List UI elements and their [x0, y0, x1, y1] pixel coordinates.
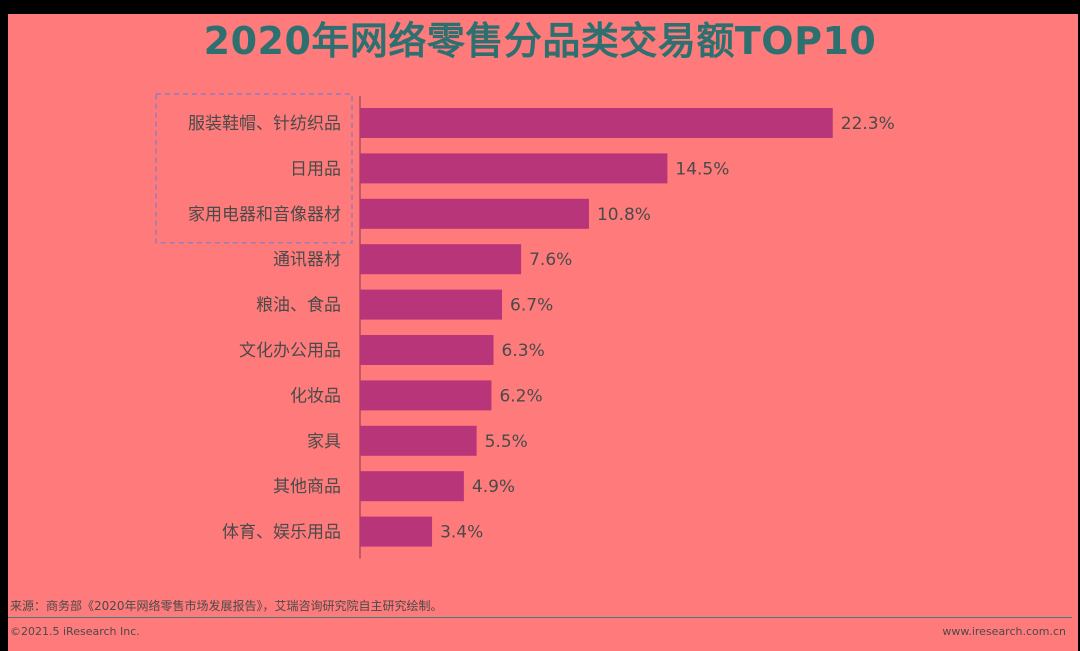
- value-label: 7.6%: [529, 250, 572, 270]
- category-label: 文化办公用品: [239, 341, 341, 361]
- category-label: 其他商品: [273, 477, 341, 497]
- value-label: 6.7%: [510, 296, 553, 316]
- source-note: 来源：商务部《2020年网络零售市场发展报告》，艾瑞咨询研究院自主研究绘制。: [10, 599, 443, 613]
- value-label: 4.9%: [472, 477, 515, 497]
- top-categories-highlight-box: [155, 93, 353, 244]
- bar: [360, 516, 433, 547]
- bar: [360, 153, 668, 184]
- value-label: 10.8%: [597, 205, 651, 225]
- value-label: 22.3%: [841, 114, 895, 134]
- value-label: 6.2%: [499, 386, 542, 406]
- bar: [360, 108, 833, 138]
- bar: [360, 380, 492, 411]
- bar: [360, 471, 464, 502]
- bar: [360, 244, 522, 275]
- bar: [360, 425, 477, 456]
- value-label: 3.4%: [440, 523, 483, 543]
- bar: [360, 335, 494, 365]
- value-label: 14.5%: [675, 159, 729, 179]
- category-label: 家用电器和音像器材: [188, 205, 341, 225]
- copyright-text: ©2021.5 iResearch Inc.: [10, 625, 140, 638]
- website-link[interactable]: www.iresearch.com.cn: [942, 625, 1066, 638]
- footer-divider: [8, 617, 1072, 618]
- value-label: 5.5%: [485, 432, 528, 452]
- category-label: 日用品: [290, 159, 341, 179]
- category-label: 家具: [307, 432, 341, 452]
- bar: [360, 289, 503, 320]
- bar: [360, 198, 589, 229]
- chart-title: 2020年网络零售分品类交易额TOP10: [203, 19, 877, 63]
- category-label: 化妆品: [290, 386, 341, 406]
- category-label: 服装鞋帽、针纺织品: [188, 114, 341, 134]
- category-label: 通讯器材: [273, 250, 341, 270]
- category-label: 粮油、食品: [256, 296, 341, 316]
- category-label: 体育、娱乐用品: [222, 523, 341, 543]
- value-label: 6.3%: [502, 341, 545, 361]
